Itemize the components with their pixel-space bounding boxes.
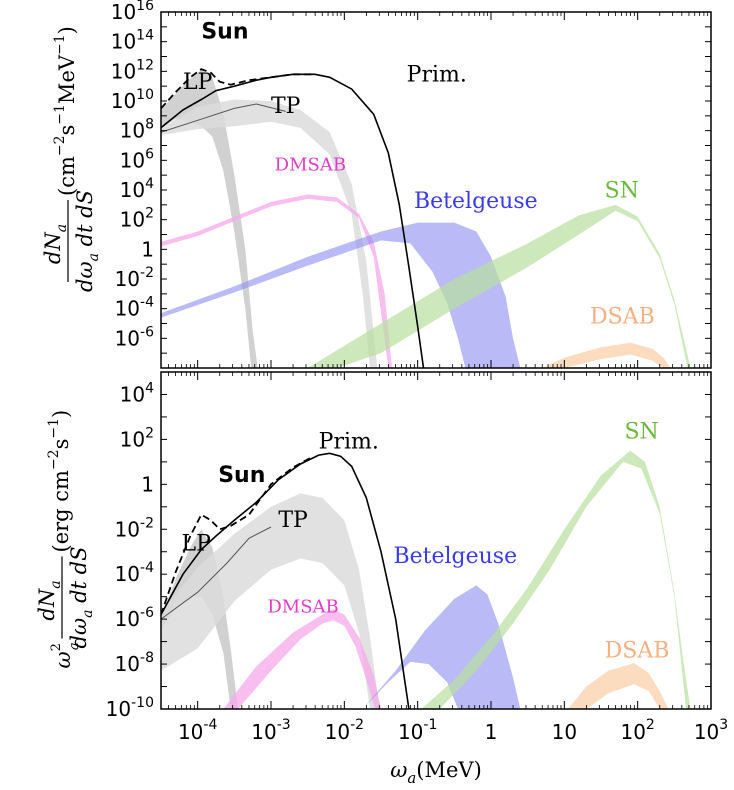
y-tick-label: 1016 (111, 0, 154, 24)
y-tick-label: 10-8 (115, 650, 154, 676)
x-tick-label: 102 (620, 717, 654, 744)
label-prim-: Prim. (319, 429, 379, 454)
label-prim-: Prim. (407, 63, 467, 88)
series-tp-line-bottom (161, 526, 272, 620)
series-lp-bottom (161, 529, 238, 709)
svg-text:dωa dt dS: dωa dt dS (67, 547, 96, 649)
series-dsab-bottom (568, 662, 669, 709)
y-tick-label: 1010 (111, 87, 154, 113)
y-tick-label: 10-2 (115, 265, 154, 291)
svg-text:dNa: dNa (35, 580, 64, 620)
y-tick-label: 102 (120, 206, 154, 232)
y-tick-label: 104 (120, 380, 154, 406)
y-tick-label: 10-2 (115, 515, 154, 541)
y-tick-label: 1 (141, 237, 154, 261)
axes-frame-bottom (160, 371, 712, 710)
x-tick-label: 1 (485, 720, 498, 744)
plot-area-top (161, 68, 691, 368)
x-tick-label: 10 (552, 720, 577, 744)
series-sun-bottom (161, 456, 312, 615)
series-sun-top (161, 68, 315, 110)
y-tick-label: 10-6 (115, 605, 155, 631)
svg-text:(cm−2s−1MeV−1): (cm−2s−1MeV−1) (52, 26, 79, 196)
x-tick-label: 10-4 (178, 717, 218, 744)
label-sn: SN (605, 178, 639, 203)
label-dmsab: DMSAB (267, 596, 338, 617)
label-dsab: DSAB (590, 305, 655, 330)
series-betelgeuse-top (161, 222, 521, 368)
y-tick-label: 1014 (111, 28, 154, 54)
series-tp-line-top (161, 103, 286, 133)
label-dmsab: DMSAB (275, 155, 346, 176)
series-betelgeuse-bottom (362, 585, 521, 709)
series-sn-top (307, 204, 691, 368)
series-dmsab-bottom (223, 609, 381, 709)
series-sn-bottom (421, 450, 691, 709)
y-tick-label: 1 (141, 472, 154, 496)
x-tick-label: 10-1 (398, 717, 437, 744)
x-tick-label: 10-3 (251, 717, 290, 744)
y-tick-label: 104 (120, 176, 154, 202)
series-tp-top (161, 99, 378, 368)
y-tick-label: 10-4 (115, 295, 155, 321)
label-lp: LP (183, 70, 213, 95)
series-prim--bottom (161, 452, 410, 709)
svg-text:ω2a: ω2 a (49, 642, 82, 668)
series-prim--top (161, 73, 425, 368)
svg-text:dωa dt dS: dωa dt dS (73, 190, 102, 292)
y-tick-label: 102 (120, 425, 154, 451)
label-sn: SN (624, 419, 658, 444)
series-tp-bottom (161, 493, 380, 709)
label-betelgeuse: Betelgeuse (393, 544, 517, 569)
x-axis-label: ωa(MeV) (390, 758, 482, 787)
label-sun: Sun (201, 20, 248, 45)
y-tick-label: 106 (120, 146, 154, 172)
label-dsab: DSAB (605, 638, 670, 663)
label-tp: TP (271, 94, 301, 119)
y-tick-label: 10-10 (106, 695, 154, 721)
label-lp: LP (182, 532, 212, 557)
svg-text:(erg cm−2s−1): (erg cm−2s−1) (46, 410, 73, 553)
y-tick-label: 10-4 (115, 560, 155, 586)
y-tick-label: 1012 (111, 57, 154, 83)
y-tick-label: 108 (120, 117, 154, 143)
x-tick-label: 103 (694, 717, 728, 744)
y-tick-label: 10-6 (115, 324, 155, 350)
series-dsab-top (542, 342, 671, 368)
plot-area-bottom (161, 450, 691, 709)
svg-text:dNa: dNa (41, 224, 70, 264)
x-tick-label: 10-2 (325, 717, 364, 744)
label-betelgeuse: Betelgeuse (414, 189, 538, 214)
label-sun: Sun (218, 463, 265, 488)
label-tp: TP (278, 508, 308, 533)
